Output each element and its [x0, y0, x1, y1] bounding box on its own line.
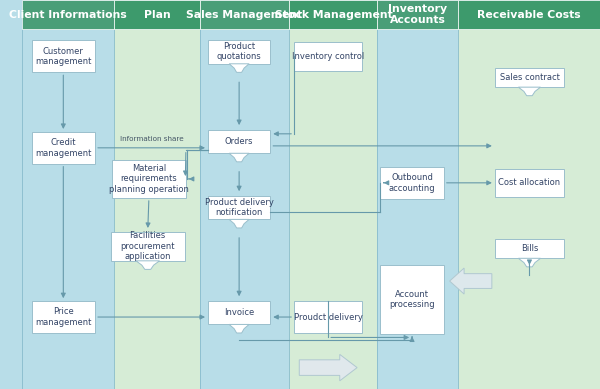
Text: Product
quotations: Product quotations: [217, 42, 262, 61]
Polygon shape: [229, 219, 249, 228]
Polygon shape: [518, 258, 541, 267]
FancyBboxPatch shape: [114, 29, 200, 389]
Text: Customer
management: Customer management: [35, 47, 92, 66]
FancyBboxPatch shape: [200, 29, 289, 389]
FancyBboxPatch shape: [208, 40, 271, 64]
Text: Invoice: Invoice: [224, 308, 254, 317]
Polygon shape: [229, 324, 249, 333]
Polygon shape: [229, 153, 249, 162]
FancyBboxPatch shape: [22, 0, 114, 29]
Text: Receivable Costs: Receivable Costs: [478, 10, 581, 19]
Text: Orders: Orders: [225, 137, 253, 146]
FancyBboxPatch shape: [377, 0, 458, 29]
FancyBboxPatch shape: [495, 68, 564, 87]
Text: Inventory control: Inventory control: [292, 52, 364, 61]
FancyBboxPatch shape: [200, 0, 289, 29]
Text: Stock Management: Stock Management: [275, 10, 392, 19]
FancyBboxPatch shape: [32, 132, 95, 164]
Text: Credit
management: Credit management: [35, 138, 92, 158]
Text: Plan: Plan: [143, 10, 170, 19]
FancyBboxPatch shape: [458, 0, 600, 29]
Text: Inventory
Accounts: Inventory Accounts: [388, 4, 448, 25]
Text: Sales Management: Sales Management: [187, 10, 303, 19]
FancyBboxPatch shape: [111, 233, 185, 261]
Text: Outbound
accounting: Outbound accounting: [389, 173, 436, 193]
FancyBboxPatch shape: [32, 40, 95, 72]
Text: Material
requirements
planning operation: Material requirements planning operation: [109, 164, 189, 194]
Text: Bills: Bills: [521, 244, 538, 253]
FancyBboxPatch shape: [208, 196, 271, 219]
Text: Account
processing: Account processing: [389, 290, 435, 309]
FancyBboxPatch shape: [458, 29, 600, 389]
FancyBboxPatch shape: [208, 130, 271, 153]
FancyBboxPatch shape: [380, 265, 444, 334]
FancyBboxPatch shape: [294, 301, 362, 333]
Text: Product delivery
notification: Product delivery notification: [205, 198, 274, 217]
FancyBboxPatch shape: [377, 29, 458, 389]
FancyBboxPatch shape: [208, 301, 271, 324]
FancyBboxPatch shape: [112, 160, 186, 198]
FancyBboxPatch shape: [495, 169, 564, 197]
Text: Facilities
procurement
application: Facilities procurement application: [121, 231, 175, 261]
FancyBboxPatch shape: [22, 29, 114, 389]
Text: Price
management: Price management: [35, 307, 92, 327]
Text: Cost allocation: Cost allocation: [499, 178, 560, 187]
FancyBboxPatch shape: [495, 239, 564, 258]
Text: Client Informations: Client Informations: [9, 10, 127, 19]
FancyBboxPatch shape: [289, 29, 377, 389]
FancyBboxPatch shape: [380, 167, 444, 199]
FancyBboxPatch shape: [114, 0, 200, 29]
Polygon shape: [518, 87, 541, 96]
Text: Sales contract: Sales contract: [500, 72, 559, 82]
FancyBboxPatch shape: [294, 42, 362, 71]
FancyBboxPatch shape: [289, 0, 377, 29]
Text: Information share: Information share: [119, 136, 184, 142]
Polygon shape: [229, 64, 249, 72]
Polygon shape: [136, 261, 160, 270]
Text: Proudct delivery: Proudct delivery: [294, 312, 362, 322]
Polygon shape: [449, 268, 492, 294]
FancyBboxPatch shape: [32, 301, 95, 333]
Polygon shape: [299, 354, 357, 381]
